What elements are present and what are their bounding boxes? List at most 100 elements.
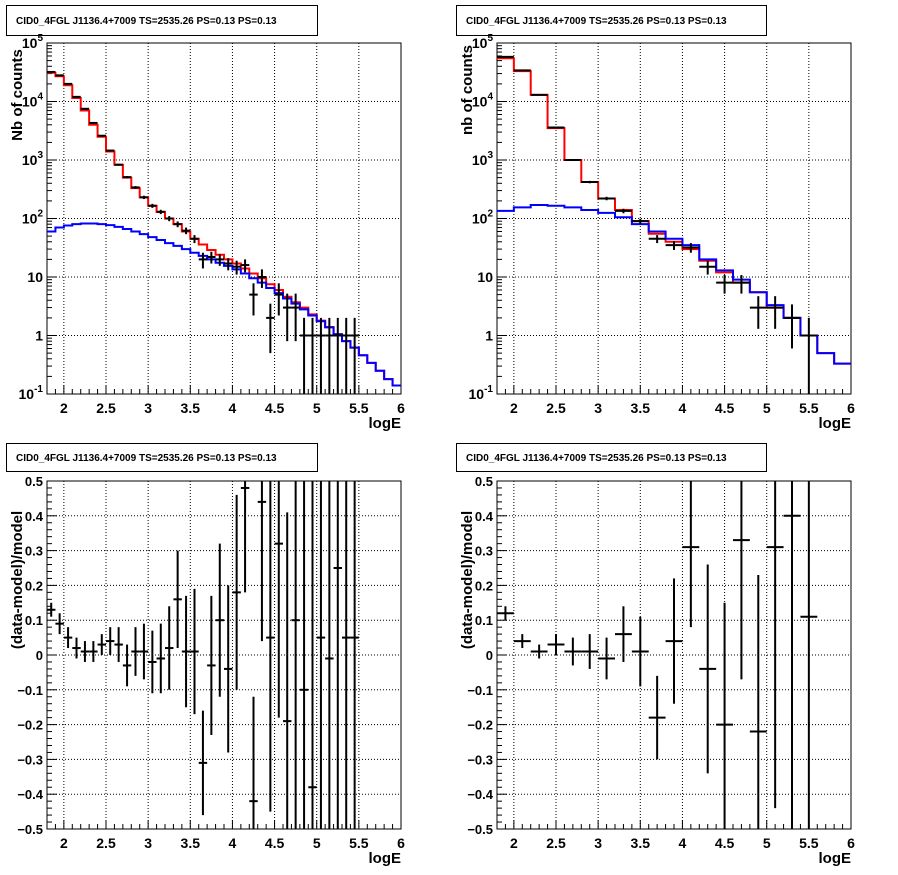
data-point <box>631 218 649 224</box>
x-tick-label: 2 <box>510 400 518 416</box>
x-tick-label: 5 <box>313 835 321 851</box>
data-point <box>299 317 309 394</box>
data-point <box>215 543 224 697</box>
y-axis-title: Nb of counts <box>9 49 26 141</box>
x-tick-label: 2.5 <box>96 835 116 851</box>
x-tick-label: 3 <box>144 835 152 851</box>
y-tick-label: −0.5 <box>17 822 43 837</box>
histogram-series-2 <box>47 222 401 387</box>
data-point <box>291 293 300 342</box>
data-point <box>749 574 767 829</box>
y-tick-label: 102 <box>472 209 494 227</box>
y-tick-label: 103 <box>472 150 494 168</box>
data-point <box>665 241 683 250</box>
x-tick-label: 4.5 <box>265 835 285 851</box>
data-point <box>308 481 317 829</box>
chart-panel-3: CID0_4FGL J1136.4+7009 TS=2535.26 PS=0.1… <box>6 443 405 867</box>
y-tick-label: 0.5 <box>25 474 43 489</box>
x-tick-label: 3 <box>594 835 602 851</box>
x-tick-label: 5 <box>763 835 771 851</box>
x-tick-label: 2 <box>60 400 68 416</box>
chart-panel-4: CID0_4FGL J1136.4+7009 TS=2535.26 PS=0.1… <box>456 443 855 867</box>
data-point <box>665 578 683 704</box>
data-point <box>333 481 342 829</box>
data-point <box>266 303 275 354</box>
x-tick-label: 6 <box>397 835 405 851</box>
data-point <box>97 134 106 137</box>
x-axis-title: logE <box>819 415 852 432</box>
data-point <box>47 602 56 617</box>
x-axis-title: logE <box>369 415 402 432</box>
data-point <box>800 481 818 829</box>
data-point <box>148 630 157 694</box>
x-tick-label: 3.5 <box>181 835 201 851</box>
data-point <box>783 304 801 349</box>
data-point <box>733 275 750 294</box>
x-tick-label: 3 <box>594 400 602 416</box>
y-axis-title: (data-model)/model <box>459 511 476 649</box>
data-point <box>291 481 300 829</box>
data-point <box>283 293 292 342</box>
y-tick-label: −0.1 <box>17 683 43 698</box>
data-point <box>165 606 174 690</box>
data-point <box>350 481 359 829</box>
chart-title: CID0_4FGL J1136.4+7009 TS=2535.26 PS=0.1… <box>466 453 727 464</box>
data-point <box>173 221 182 228</box>
data-point <box>333 317 342 394</box>
data-point <box>274 283 283 316</box>
x-tick-label: 4.5 <box>265 400 285 416</box>
data-point <box>224 585 233 753</box>
title-box <box>456 5 767 36</box>
data-point <box>173 550 182 649</box>
data-point <box>106 627 115 655</box>
y-tick-label: 0.5 <box>475 474 493 489</box>
data-point <box>190 588 199 715</box>
data-point <box>240 481 250 593</box>
y-tick-label: 0.3 <box>25 544 43 559</box>
x-tick-label: 4 <box>229 400 237 416</box>
data-point <box>283 512 292 829</box>
data-point <box>207 251 216 264</box>
data-point <box>547 126 565 129</box>
data-point <box>733 481 750 680</box>
y-tick-label: 0.3 <box>475 544 493 559</box>
data-point <box>497 606 514 621</box>
data-point <box>89 121 98 124</box>
data-point <box>55 613 64 635</box>
x-tick-label: 6 <box>847 835 855 851</box>
data-point <box>615 208 632 214</box>
y-tick-label: −0.4 <box>467 787 493 802</box>
data-point <box>299 481 309 829</box>
y-tick-label: −0.5 <box>467 822 493 837</box>
data-point <box>165 216 174 222</box>
y-tick-label: 1 <box>485 328 493 344</box>
data-point <box>308 317 317 394</box>
y-tick-label: 1 <box>35 328 43 344</box>
data-point <box>749 296 767 329</box>
data-point <box>181 227 191 235</box>
data-point <box>699 564 717 774</box>
data-point <box>783 481 801 829</box>
data-points <box>47 70 359 394</box>
data-point <box>232 260 241 275</box>
title-box <box>6 443 318 472</box>
y-tick-label: 105 <box>22 33 44 51</box>
data-point <box>190 235 199 244</box>
data-point <box>139 623 149 680</box>
data-point <box>648 675 666 760</box>
data-point <box>249 696 258 829</box>
data-point <box>581 180 599 184</box>
x-tick-label: 5.5 <box>349 835 369 851</box>
data-point <box>257 481 267 642</box>
data-point <box>766 296 784 329</box>
data-points <box>497 481 818 829</box>
x-tick-label: 5 <box>313 400 321 416</box>
data-point <box>581 634 599 669</box>
data-point <box>122 644 132 687</box>
x-tick-label: 2 <box>60 835 68 851</box>
data-point <box>716 275 733 294</box>
y-tick-label: 10 <box>27 269 43 285</box>
data-point <box>547 634 565 655</box>
y-tick-label: 10-1 <box>469 384 494 402</box>
